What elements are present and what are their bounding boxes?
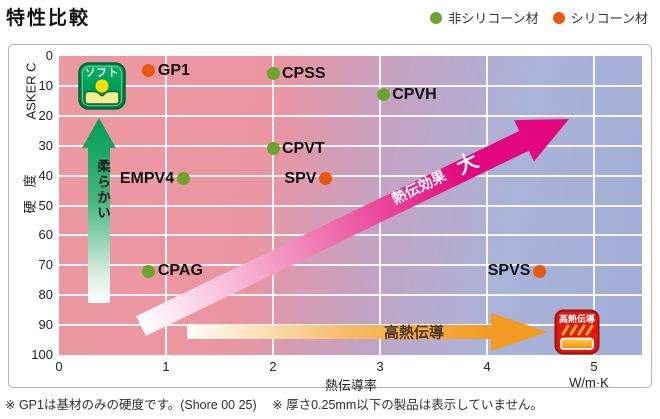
x-axis-label: 熱伝導率 (324, 378, 377, 393)
footnote-2: ※ 厚さ0.25mm以下の製品は表示していません。 (272, 398, 543, 412)
v-gridline (165, 56, 167, 355)
silicone-dot-icon (552, 11, 565, 24)
y-tick-label: 20 (38, 107, 53, 123)
high-conduction-badge-text: 高熱伝導 (559, 313, 595, 324)
footnotes: ※ GP1は基材のみの硬度です。(Shore 00 25) ※ 厚さ0.25mm… (5, 394, 555, 413)
y-tick-label: 10 (38, 77, 53, 93)
legend-label: 非シリコーン材 (448, 11, 539, 26)
data-point-empv4 (176, 172, 190, 186)
y-tick-label: 40 (38, 167, 53, 183)
data-point-gp1 (142, 64, 156, 78)
x-tick-label: 5 (590, 359, 598, 374)
y-tick-label: 80 (38, 287, 53, 303)
legend-item-silicone: シリコーン材 (552, 8, 648, 27)
y-tick-label: 0 (45, 48, 53, 63)
x-axis-unit: W/m·K (569, 375, 609, 390)
soft-up-arrow (82, 118, 116, 303)
high-conduction-badge-icon: 高熱伝導 (554, 309, 600, 355)
page-title: 特性比較 (6, 8, 91, 29)
y-tick-label: 100 (31, 347, 53, 362)
soft-badge-text: ソフト (85, 67, 120, 79)
soft-ball-icon (95, 79, 109, 93)
data-point-cpag (142, 264, 156, 278)
x-tick-label: 0 (55, 359, 63, 374)
high-conduction-arrow (187, 313, 548, 351)
y-tick-label: 30 (38, 137, 53, 153)
data-point-spvs (532, 264, 546, 278)
x-tick-label: 4 (483, 359, 491, 374)
data-point-label-spv: SPV (284, 169, 317, 187)
h-gridline (59, 294, 642, 297)
data-point-label-spvs: SPVS (487, 262, 531, 280)
v-gridline (272, 56, 274, 355)
x-tick-label: 1 (162, 359, 170, 374)
data-point-label-cpvh: CPVH (392, 85, 437, 103)
y-tick-label: 60 (38, 227, 53, 243)
data-point-label-cpvt: CPVT (282, 139, 325, 157)
v-gridline (486, 56, 488, 355)
h-gridline (59, 264, 642, 267)
h-gridline (59, 204, 642, 207)
data-point-cpvh (376, 88, 390, 102)
x-tick-label: 3 (376, 359, 384, 374)
v-gridline (593, 56, 595, 355)
h-gridline (59, 114, 642, 117)
data-point-label-cpss: CPSS (282, 64, 326, 82)
legend-label: シリコーン材 (570, 11, 648, 26)
h-gridline (59, 144, 642, 147)
soft-cushion-icon (84, 90, 120, 105)
data-point-cpss (266, 67, 280, 81)
data-point-label-gp1: GP1 (157, 61, 190, 79)
x-tick-label: 2 (269, 359, 277, 374)
data-point-label-empv4: EMPV4 (119, 169, 175, 187)
y-tick-label: 70 (38, 257, 53, 273)
plot-area: 熱伝効果 大 高熱伝導 柔らかい ソフト (59, 56, 642, 355)
h-gridline (59, 84, 642, 87)
high-conduction-badge: 高熱伝導 (554, 309, 600, 355)
heat-sheet-icon (560, 337, 594, 350)
y-tick-label: 90 (38, 317, 53, 333)
data-point-spv (318, 172, 332, 186)
soft-badge: ソフト (78, 62, 126, 110)
y-tick-label: 50 (38, 197, 53, 213)
high-conduction-arrow-text: 高熱伝導 (384, 323, 444, 341)
heat-effect-arrow (136, 119, 569, 336)
non-silicone-dot-icon (430, 11, 443, 24)
heat-flames-icon (561, 324, 594, 336)
legend: 非シリコーン材 シリコーン材 (430, 8, 648, 27)
legend-item-non-silicone: 非シリコーン材 (430, 8, 539, 27)
h-gridline (59, 174, 642, 177)
footnote-1: ※ GP1は基材のみの硬度です。(Shore 00 25) (5, 398, 257, 412)
data-point-label-cpag: CPAG (157, 262, 203, 280)
soft-badge-icon: ソフト (78, 62, 126, 110)
annotation-arrows: 熱伝効果 大 高熱伝導 (82, 118, 569, 351)
soft-arrow-label: 柔らかい (95, 159, 110, 221)
data-point-cpvt (266, 142, 280, 156)
